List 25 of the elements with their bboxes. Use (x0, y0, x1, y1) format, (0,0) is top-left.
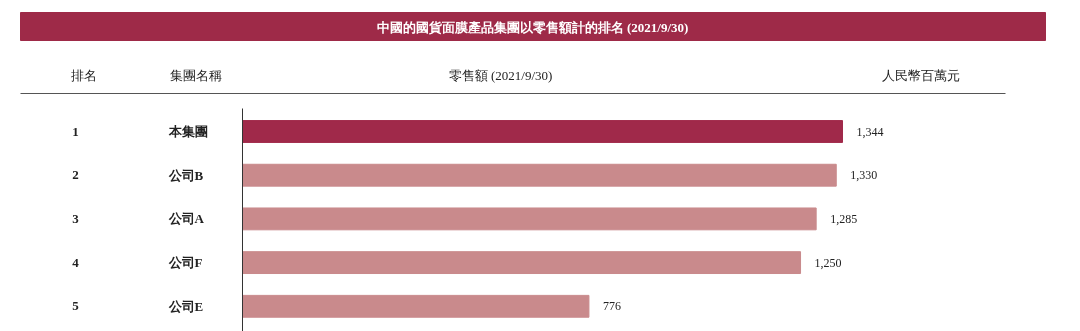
data-label: 1,250 (814, 255, 842, 270)
y-tick-label: 公司E (167, 298, 204, 314)
text: 5 (72, 298, 80, 314)
data-label: 1,285 (830, 211, 858, 226)
y-tick-label: 公司A (167, 211, 205, 227)
text: 人民幣百萬元 (881, 68, 960, 83)
bar (242, 163, 837, 187)
text: 集團名稱 (169, 68, 222, 83)
text: 2 (72, 167, 79, 183)
bar (242, 207, 817, 231)
bar (242, 120, 843, 143)
text: 1 (72, 123, 79, 139)
text: 3 (72, 210, 80, 226)
text: 排名 (70, 68, 97, 83)
x-axis-title: 零售額 (2021/9/30) (448, 68, 553, 83)
text: 4 (72, 254, 80, 270)
data-label: 1,344 (856, 124, 884, 139)
y-tick-label: 公司F (167, 255, 203, 271)
bar (242, 294, 590, 318)
chart-title: 中國的國貨面膜產品集團以零售額計的排名 (2021/9/30) (376, 20, 689, 35)
bar (242, 251, 802, 275)
data-label: 1,330 (850, 168, 878, 183)
y-tick-label: 本集團 (167, 124, 208, 139)
y-tick-label: 公司B (167, 167, 204, 183)
data-label: 776 (602, 299, 621, 314)
